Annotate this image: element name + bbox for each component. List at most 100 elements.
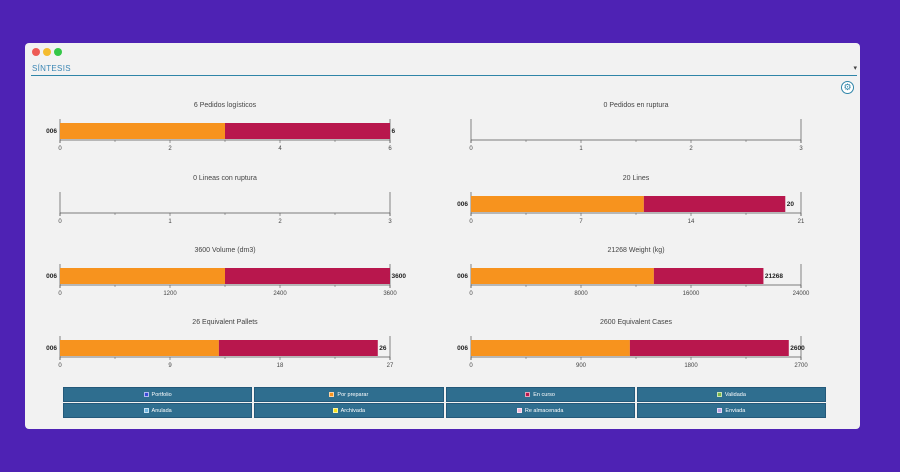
x-tick-label: 3600	[383, 291, 397, 297]
x-tick-label: 1800	[684, 363, 698, 369]
charts-area: 6 Pedidos logísticos 0 2 4 6 006 6 0 Pedidos en…	[46, 102, 810, 369]
gear-icon: ⚙	[843, 82, 852, 92]
bar-por-preparar	[60, 123, 225, 139]
bar-por-preparar	[60, 340, 219, 356]
x-tick-label: 3	[799, 146, 803, 152]
bar-en-curso	[643, 196, 786, 212]
x-tick-label: 24000	[793, 291, 810, 297]
close-window-button[interactable]	[32, 48, 40, 56]
legend-label: Enviada	[725, 407, 746, 414]
bar-por-preparar	[60, 268, 225, 284]
bar-total-label: 20	[787, 201, 795, 208]
legend-swatch	[143, 408, 149, 413]
settings-gear-button[interactable]: ⚙	[841, 81, 854, 94]
x-tick-label: 1200	[163, 291, 177, 297]
y-category-label: 006	[46, 345, 57, 352]
x-tick-label: 2	[689, 146, 693, 152]
app-window: SÍNTESIS ▾ ⚙ 6 Pedidos logísticos 0 2 4 6 006…	[25, 43, 860, 429]
bar-total-label: 2600	[790, 345, 805, 352]
x-tick-label: 0	[469, 291, 473, 297]
y-category-label: 006	[457, 201, 468, 208]
legend-filter-enviada[interactable]: Enviada	[636, 403, 826, 418]
legend-swatch	[716, 392, 722, 397]
legend-swatch	[329, 392, 335, 397]
maximize-window-button[interactable]	[54, 48, 62, 56]
x-tick-label: 2700	[794, 363, 808, 369]
x-tick-label: 2400	[273, 291, 287, 297]
bar-en-curso	[629, 340, 789, 356]
x-tick-label: 21	[798, 219, 805, 225]
bar-total-label: 6	[392, 128, 396, 135]
x-tick-label: 7	[579, 219, 583, 225]
x-tick-label: 1	[168, 219, 172, 225]
legend-filter-en-curso[interactable]: En curso	[445, 387, 635, 402]
legend-filter-por-preparar[interactable]: Por preparar	[254, 387, 444, 402]
bar-en-curso	[653, 268, 764, 284]
window-titlebar	[25, 43, 860, 60]
bar-por-preparar	[471, 196, 644, 212]
bar-en-curso	[225, 123, 390, 139]
x-tick-label: 9	[168, 363, 172, 369]
legend-label: Re almacenada	[524, 407, 564, 414]
legend-filter-anulada[interactable]: Anulada	[63, 403, 253, 418]
x-tick-label: 0	[469, 363, 473, 369]
legend-label: Por preparar	[337, 391, 369, 398]
bar-total-label: 3600	[392, 273, 407, 280]
status-legend: Portfolio Por preparar En curso Validada Anu…	[63, 387, 826, 418]
legend-filter-re-almacenada[interactable]: Re almacenada	[445, 403, 635, 418]
legend-swatch	[717, 408, 723, 413]
x-tick-label: 27	[387, 363, 394, 369]
chart-title: 0 Lineas con ruptura	[193, 175, 257, 182]
x-tick-label: 14	[688, 219, 695, 225]
legend-swatch	[525, 392, 531, 397]
legend-swatch	[143, 392, 149, 397]
chart-title: 26 Equivalent Pallets	[192, 319, 258, 326]
bar-en-curso	[225, 268, 390, 284]
bar-total-label: 26	[379, 345, 387, 352]
legend-label: En curso	[533, 391, 555, 398]
y-category-label: 006	[46, 273, 57, 280]
chart-title: 3600 Volume (dm3)	[194, 247, 255, 254]
legend-swatch	[516, 408, 522, 413]
bar-total-label: 21268	[765, 273, 783, 280]
x-tick-label: 2	[278, 219, 282, 225]
x-tick-label: 0	[469, 219, 473, 225]
x-tick-label: 0	[58, 219, 62, 225]
x-tick-label: 18	[277, 363, 284, 369]
x-tick-label: 4	[278, 146, 282, 152]
bar-en-curso	[218, 340, 378, 356]
chart-title: 0 Pedidos en ruptura	[604, 102, 669, 109]
legend-label: Validada	[724, 391, 746, 398]
legend-label: Archivada	[340, 407, 366, 414]
legend-filter-validada[interactable]: Validada	[636, 387, 826, 402]
y-category-label: 006	[457, 273, 468, 280]
x-tick-label: 8000	[574, 291, 588, 297]
legend-label: Anulada	[151, 407, 172, 414]
x-tick-label: 3	[388, 219, 392, 225]
x-tick-label: 6	[388, 146, 392, 152]
x-tick-label: 0	[58, 363, 62, 369]
chart-title: 20 Lines	[623, 175, 650, 182]
chart-title: 21268 Weight (kg)	[607, 247, 664, 254]
x-tick-label: 1	[579, 146, 583, 152]
chart-title: 6 Pedidos logísticos	[194, 102, 257, 109]
x-tick-label: 0	[58, 291, 62, 297]
bar-por-preparar	[471, 340, 630, 356]
x-tick-label: 2	[168, 146, 172, 152]
y-category-label: 006	[457, 345, 468, 352]
x-tick-label: 0	[469, 146, 473, 152]
x-tick-label: 16000	[683, 291, 700, 297]
minimize-window-button[interactable]	[43, 48, 51, 56]
y-category-label: 006	[46, 128, 57, 135]
x-tick-label: 900	[576, 363, 587, 369]
section-header: SÍNTESIS ▾	[31, 62, 857, 76]
legend-filter-portfolio[interactable]: Portfolio	[63, 387, 253, 402]
legend-label: Portfolio	[151, 391, 172, 398]
section-title: SÍNTESIS	[32, 64, 71, 73]
legend-filter-archivada[interactable]: Archivada	[254, 403, 444, 418]
collapse-caret-icon[interactable]: ▾	[853, 65, 857, 72]
legend-swatch	[332, 408, 338, 413]
x-tick-label: 0	[58, 146, 62, 152]
chart-title: 2600 Equivalent Cases	[600, 319, 672, 326]
bar-por-preparar	[471, 268, 654, 284]
